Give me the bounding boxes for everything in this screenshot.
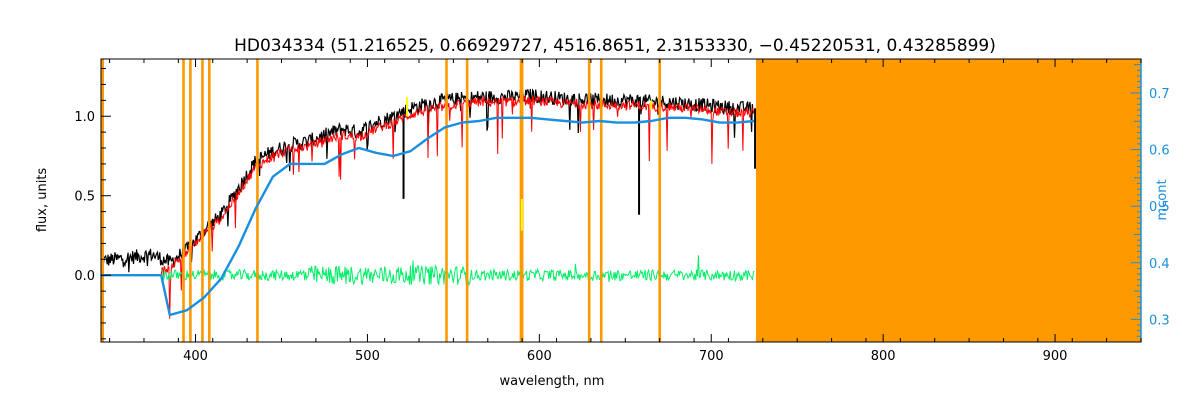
y-axis-right-label: mcont: [1155, 179, 1170, 220]
y-right-tick-label-1: 0.4: [1149, 257, 1170, 272]
x-tick-label-5: 900: [1043, 349, 1068, 364]
mask-line-3: [201, 59, 204, 342]
y-tick-label-2: 1.0: [74, 110, 95, 125]
y-right-tick-label-4: 0.7: [1149, 87, 1170, 102]
x-tick-label-0: 400: [183, 349, 208, 364]
residual-line: [160, 255, 755, 287]
mask-line-1: [182, 59, 185, 342]
mask-line-7: [465, 59, 469, 342]
mask-line-10: [587, 59, 591, 342]
y-right-tick-label-2: 0.5: [1149, 200, 1170, 215]
mask-line-5: [256, 59, 259, 342]
y-tick-label-1: 0.5: [74, 190, 95, 205]
mask-line-12: [658, 59, 661, 342]
y-right-tick-label-3: 0.6: [1149, 144, 1170, 159]
mask-line-4: [207, 59, 211, 342]
mask-line-11: [599, 59, 603, 342]
masked-region: [755, 59, 1141, 342]
x-axis-label: wavelength, nm: [500, 374, 605, 389]
plot-content: [101, 59, 1141, 342]
x-tick-label-3: 700: [699, 349, 724, 364]
continuum-line: [101, 116, 755, 317]
x-tick-label-1: 500: [355, 349, 380, 364]
plot-area: [101, 59, 1141, 342]
mask-line-0: [101, 59, 105, 342]
mask-line-2: [189, 59, 192, 342]
x-tick-label-2: 600: [527, 349, 552, 364]
axes: 400 500 600 700 800 900 0.0 0.5 1.0 0.3 0.4 0.5 0.6 0…: [74, 58, 1170, 364]
y-tick-label-0: 0.0: [74, 269, 95, 284]
mask-line-6: [445, 59, 448, 342]
y-right-tick-label-0: 0.3: [1149, 313, 1170, 328]
chart-title: HD034334 (51.216525, 0.66929727, 4516.86…: [234, 36, 996, 56]
model-flux-line: [160, 95, 755, 319]
y-axis-label: flux, units: [35, 168, 50, 233]
x-tick-label-4: 800: [871, 349, 896, 364]
